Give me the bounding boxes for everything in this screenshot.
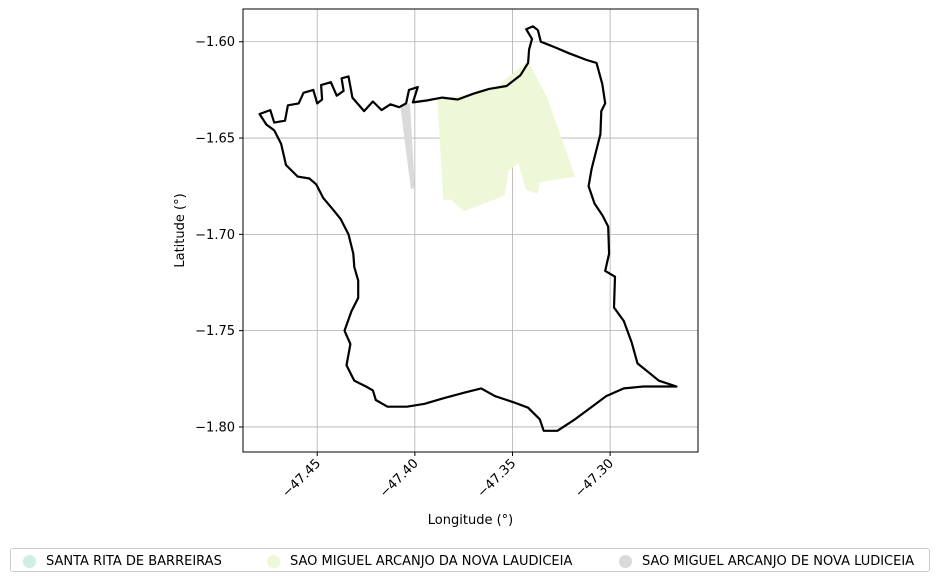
y-tick-label: −1.80 xyxy=(195,420,235,435)
legend: SANTA RITA DE BARREIRAS SAO MIGUEL ARCAN… xyxy=(10,548,930,572)
x-tick-label: −47.30 xyxy=(572,456,617,501)
x-axis-ticks: −47.45 −47.40 −47.35 −47.30 xyxy=(279,452,617,501)
x-tick-label: −47.35 xyxy=(475,456,520,501)
legend-item-nova-laudiceia: SAO MIGUEL ARCANJO DA NOVA LAUDICEIA xyxy=(267,552,572,570)
region-polygon xyxy=(400,103,415,190)
y-tick-label: −1.70 xyxy=(195,228,235,243)
legend-marker xyxy=(23,554,36,568)
legend-item-santa-rita: SANTA RITA DE BARREIRAS xyxy=(23,552,222,570)
municipality-boundary xyxy=(258,25,678,432)
region-fills xyxy=(400,61,575,212)
legend-label: SAO MIGUEL ARCANJO DA NOVA LAUDICEIA xyxy=(290,553,573,569)
axes-frame xyxy=(242,8,699,453)
grid-lines xyxy=(243,9,698,452)
x-axis-label: Longitude (°) xyxy=(428,513,513,528)
legend-marker xyxy=(267,554,280,568)
x-tick-label: −47.45 xyxy=(279,456,324,501)
legend-label: SAO MIGUEL ARCANJO DE NOVA LUDICEIA xyxy=(642,553,915,569)
legend-label: SANTA RITA DE BARREIRAS xyxy=(46,553,222,569)
y-axis-ticks: −1.60 −1.65 −1.70 −1.75 −1.80 xyxy=(195,35,243,435)
y-tick-label: −1.60 xyxy=(195,35,235,50)
region-polygon xyxy=(437,61,575,212)
legend-marker xyxy=(619,554,632,568)
y-tick-label: −1.75 xyxy=(195,324,235,339)
y-tick-label: −1.65 xyxy=(195,132,235,147)
y-axis-label: Latitude (°) xyxy=(173,193,188,267)
legend-item-nova-ludiceia: SAO MIGUEL ARCANJO DE NOVA LUDICEIA xyxy=(619,552,914,570)
x-tick-label: −47.40 xyxy=(377,456,422,501)
